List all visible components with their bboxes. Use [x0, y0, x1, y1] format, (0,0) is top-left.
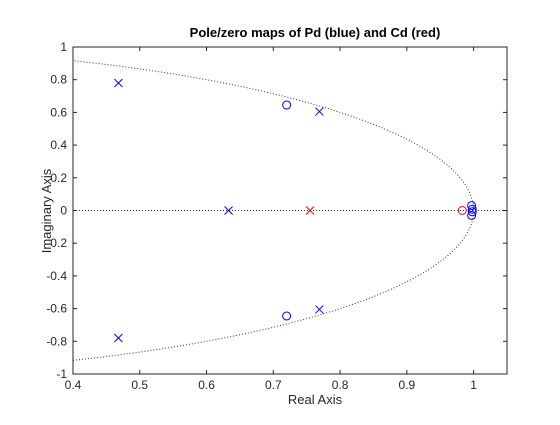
- pole-marker: [224, 206, 233, 215]
- pole-marker: [305, 206, 315, 215]
- y-tick-label: 0.6: [50, 105, 67, 119]
- x-axis-label: Real Axis: [288, 392, 343, 407]
- x-tick-label: 0.6: [198, 378, 215, 392]
- x-tick-labels: 0.4 0.5 0.6 0.7 0.8 0.9 1: [65, 378, 478, 392]
- y-tick-labels: -1 -0.8 -0.6 -0.4 -0.2 0 0.2 0.4 0.6 0.8 1: [46, 40, 67, 381]
- zero-marker: [457, 206, 467, 215]
- y-tick-label: 0: [60, 204, 67, 218]
- y-tick-label: 0.4: [50, 138, 67, 152]
- pole-marker: [114, 78, 123, 88]
- x-tick-label: 0.8: [332, 378, 349, 392]
- y-tick-label: 1: [60, 40, 67, 54]
- x-tick-label: 0.5: [131, 378, 148, 392]
- zero-marker: [467, 210, 477, 220]
- axis-ticks: [72, 46, 507, 375]
- x-tick-label: 1: [470, 378, 477, 392]
- x-tick-label: 0.7: [265, 378, 282, 392]
- zero-marker: [282, 100, 292, 110]
- data-markers: [114, 78, 477, 343]
- zero-marker: [467, 201, 477, 211]
- zero-marker: [282, 311, 292, 321]
- y-tick-label: -0.6: [46, 302, 67, 316]
- y-tick-label: -0.2: [46, 236, 67, 250]
- x-tick-label: 0.9: [399, 378, 416, 392]
- y-axis-label: Imaginary Axis: [39, 168, 54, 253]
- pole-marker: [315, 305, 324, 314]
- y-tick-label: 0.2: [50, 171, 67, 185]
- zero-marker: [467, 207, 477, 217]
- chart-title: Pole/zero maps of Pd (blue) and Cd (red): [190, 25, 441, 40]
- y-tick-label: -1: [56, 367, 67, 381]
- pole-marker: [315, 107, 324, 116]
- x-tick-label: 0.4: [65, 378, 82, 392]
- reference-curves: [72, 60, 507, 361]
- pole-marker: [114, 333, 123, 343]
- y-tick-label: -0.8: [46, 334, 67, 348]
- y-tick-label: 0.8: [50, 73, 67, 87]
- zero-marker: [467, 204, 477, 214]
- y-tick-label: -0.4: [46, 269, 67, 283]
